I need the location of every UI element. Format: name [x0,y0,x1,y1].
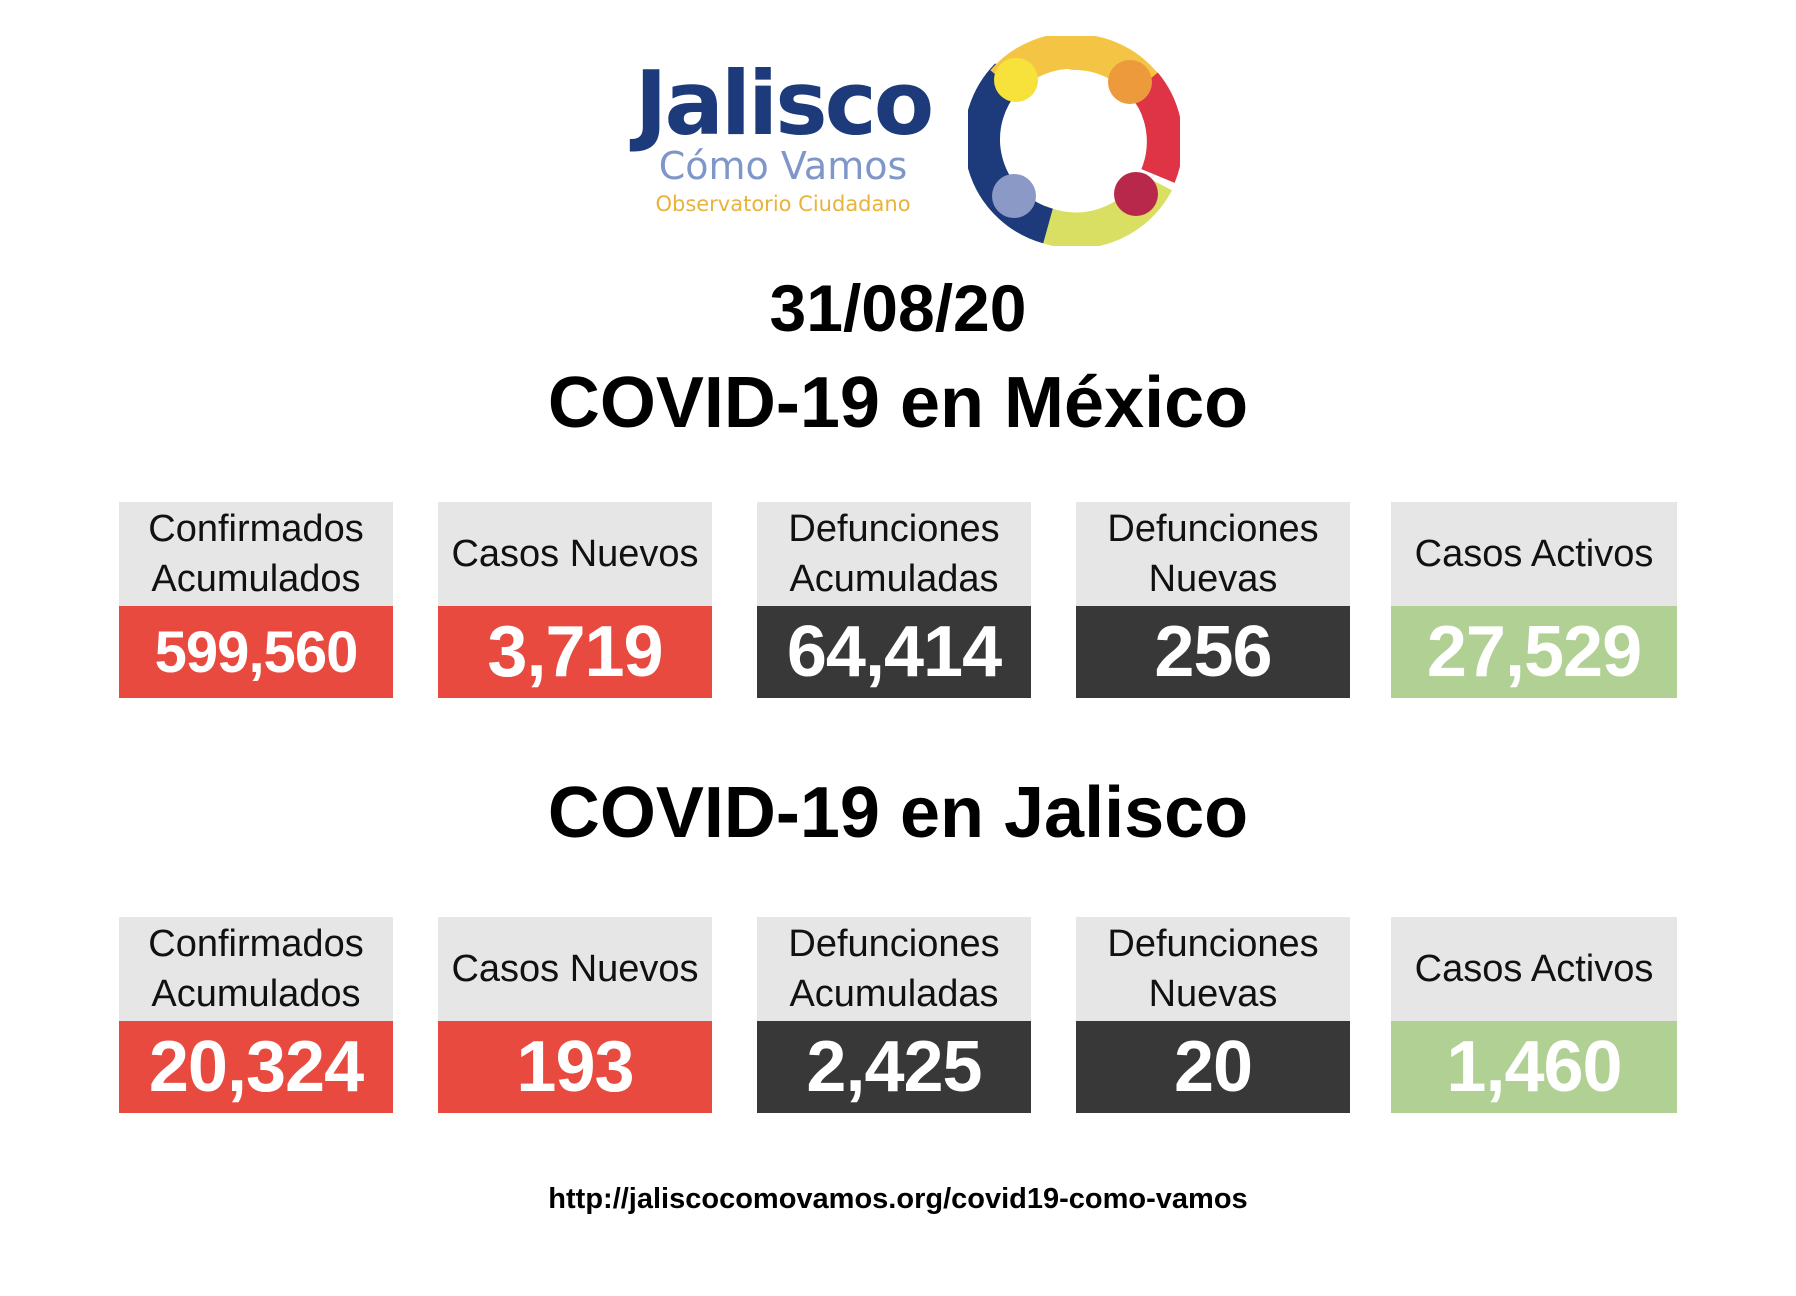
stat-label: Confirmados Acumulados [119,917,393,1021]
jalisco-deaths-card: Defunciones Acumuladas 2,425 [757,917,1031,1113]
mexico-section-title: COVID-19 en México [547,363,1249,443]
stat-label: Defunciones Nuevas [1076,502,1350,606]
stat-value: 193 [438,1021,712,1113]
mexico-new-cases-card: Casos Nuevos 3,719 [438,502,712,698]
stat-label: Casos Nuevos [438,917,712,1021]
mexico-confirmed-card: Confirmados Acumulados 599,560 [119,502,393,698]
logo-title: Jalisco [634,52,934,155]
jalisco-new-cases-card: Casos Nuevos 193 [438,917,712,1113]
stat-value: 64,414 [757,606,1031,698]
stat-label: Defunciones Acumuladas [757,917,1031,1021]
stat-label: Defunciones Nuevas [1076,917,1350,1021]
stat-label: Defunciones Acumuladas [757,502,1031,606]
logo: Jalisco Cómo Vamos Observatorio Ciudadan… [628,36,1188,246]
stat-value: 20 [1076,1021,1350,1113]
mexico-active-cases-card: Casos Activos 27,529 [1391,502,1677,698]
stat-label: Confirmados Acumulados [119,502,393,606]
logo-wordmark: Jalisco Cómo Vamos Observatorio Ciudadan… [628,56,938,218]
logo-tagline: Observatorio Ciudadano [655,192,911,216]
logo-ring-icon [968,36,1180,246]
stat-value: 27,529 [1391,606,1677,698]
stat-label: Casos Activos [1391,917,1677,1021]
mexico-deaths-card: Defunciones Acumuladas 64,414 [757,502,1031,698]
stat-value: 256 [1076,606,1350,698]
stat-value: 3,719 [438,606,712,698]
jalisco-section-title: COVID-19 en Jalisco [547,773,1249,853]
jalisco-active-cases-card: Casos Activos 1,460 [1391,917,1677,1113]
mexico-new-deaths-card: Defunciones Nuevas 256 [1076,502,1350,698]
stat-value: 20,324 [119,1021,393,1113]
stat-label: Casos Nuevos [438,502,712,606]
jalisco-confirmed-card: Confirmados Acumulados 20,324 [119,917,393,1113]
mexico-stats-row: Confirmados Acumulados 599,560 Casos Nue… [119,502,1677,698]
stat-label: Casos Activos [1391,502,1677,606]
footer-link[interactable]: http://jaliscocomovamos.org/covid19-como… [548,1183,1248,1215]
jalisco-stats-row: Confirmados Acumulados 20,324 Casos Nuev… [119,917,1677,1113]
stat-value: 2,425 [757,1021,1031,1113]
stat-value: 599,560 [119,606,393,698]
logo-subtitle: Cómo Vamos [658,144,908,188]
report-date: 31/08/20 [769,271,1027,345]
stat-value: 1,460 [1391,1021,1677,1113]
jalisco-new-deaths-card: Defunciones Nuevas 20 [1076,917,1350,1113]
